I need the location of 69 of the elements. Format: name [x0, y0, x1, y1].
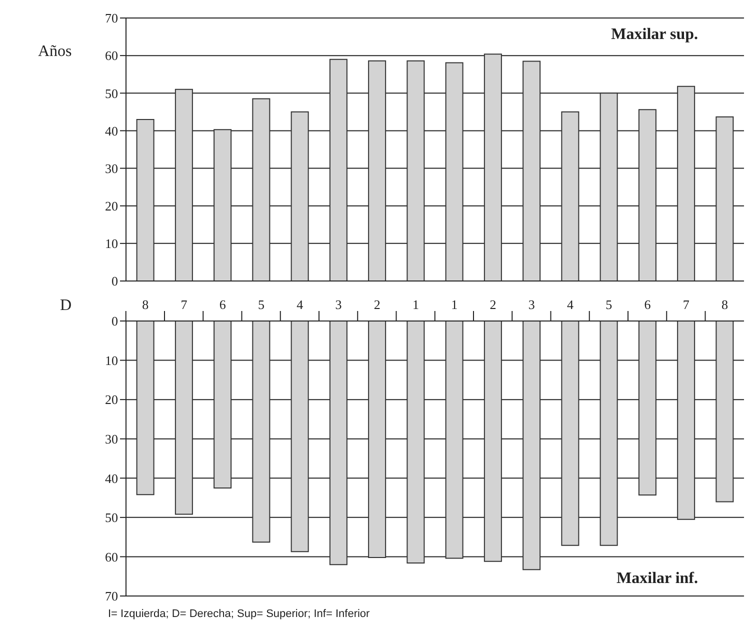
bar — [638, 109, 656, 281]
x-tick-label: 4 — [566, 297, 574, 312]
y-tick-label: 10 — [105, 352, 118, 368]
bar — [445, 62, 464, 281]
bar — [716, 116, 734, 281]
bar — [406, 321, 425, 564]
y-tick-label: 30 — [105, 160, 118, 176]
bar — [329, 58, 348, 281]
y-tick-label: 70 — [105, 588, 118, 604]
bar — [174, 321, 193, 515]
bar — [600, 321, 618, 546]
bar — [290, 321, 309, 552]
bar — [136, 321, 154, 496]
y-tick-label: 60 — [105, 48, 118, 64]
y-tick-label: 0 — [112, 314, 118, 329]
bar — [522, 321, 541, 570]
bar — [561, 321, 580, 546]
bar — [290, 111, 309, 281]
bar — [716, 321, 734, 502]
y-tick-label: 10 — [105, 236, 118, 252]
bar — [136, 118, 154, 281]
text: I= Izquierda; D= Derecha; Sup= Superior; Inf= Inferior — [108, 608, 370, 620]
bar — [484, 321, 502, 562]
bar — [252, 321, 270, 543]
x-tick-label: 2 — [374, 297, 380, 312]
x-tick-label: 6 — [644, 297, 652, 312]
bar — [214, 129, 232, 281]
bar — [522, 60, 541, 281]
y-tick-label: 0 — [112, 274, 118, 289]
bar — [600, 92, 618, 281]
y-tick-label: 20 — [105, 392, 118, 408]
x-tick-label: 6 — [219, 297, 226, 312]
text: D — [60, 297, 72, 315]
text: Maxilar inf. — [616, 570, 698, 588]
bar — [252, 98, 270, 281]
x-tick-label: 7 — [682, 297, 690, 312]
bar — [638, 321, 656, 496]
x-tick-label: 5 — [606, 297, 612, 312]
y-tick-label: 70 — [105, 10, 118, 26]
y-tick-label: 30 — [105, 431, 118, 446]
y-axis-title: Años — [38, 43, 72, 61]
y-tick-label: 40 — [105, 470, 118, 486]
bar — [174, 88, 193, 281]
bar — [368, 321, 386, 558]
x-tick-label: 3 — [335, 297, 342, 312]
x-tick-label: 1 — [451, 297, 458, 312]
bar — [561, 111, 580, 281]
bar — [329, 321, 348, 566]
x-tick-label: 8 — [721, 297, 728, 312]
x-tick-label: 7 — [180, 297, 188, 312]
y-tick-label: 60 — [105, 549, 118, 564]
y-tick-label: 40 — [105, 123, 118, 138]
x-tick-label: 1 — [412, 297, 419, 312]
x-tick-label: 5 — [258, 297, 264, 312]
x-tick-label: 8 — [142, 297, 149, 312]
bar — [368, 60, 386, 281]
bar — [445, 321, 464, 559]
bar — [406, 60, 425, 281]
bar — [214, 321, 232, 488]
bar — [677, 86, 696, 281]
y-tick-label: 20 — [105, 198, 118, 214]
x-tick-label: 3 — [528, 297, 535, 312]
y-tick-label: 50 — [105, 86, 118, 101]
y-tick-label: 50 — [105, 510, 118, 526]
x-tick-label: 4 — [296, 297, 304, 312]
x-tick-label: 2 — [490, 297, 496, 312]
bar — [677, 321, 696, 520]
bar — [484, 54, 502, 281]
text: Maxilar sup. — [611, 26, 698, 44]
